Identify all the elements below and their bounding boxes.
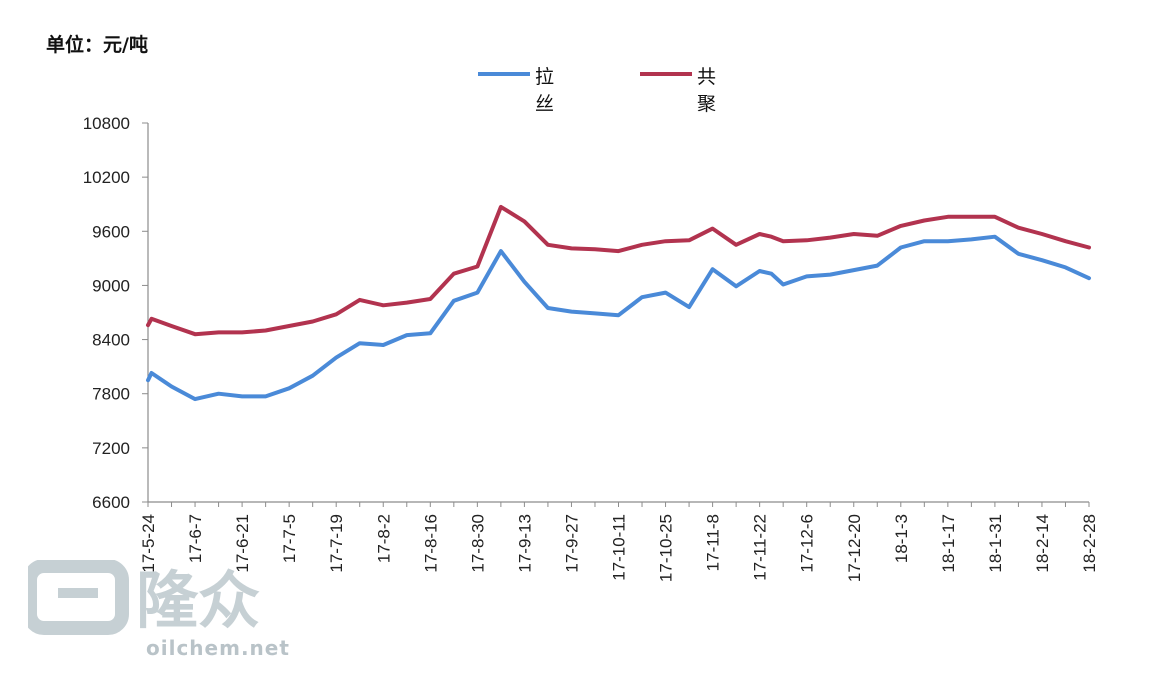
y-tick-label: 7800 [92, 385, 130, 404]
legend-swatch-gongju [640, 72, 692, 76]
x-tick-label: 17-12-6 [798, 514, 817, 573]
x-tick-label: 17-12-20 [845, 514, 864, 582]
unit-label: 单位：元/吨 [46, 34, 148, 56]
x-tick-label: 17-8-2 [374, 514, 393, 563]
x-tick-label: 18-2-28 [1080, 514, 1099, 573]
y-tick-label: 8400 [92, 331, 130, 350]
x-tick-label: 17-11-8 [704, 514, 723, 571]
x-tick-label: 17-8-30 [468, 514, 487, 573]
x-tick-label: 17-9-27 [562, 514, 581, 573]
legend-label-lasi: 拉丝 [535, 66, 555, 115]
series-line-gongju [146, 204, 1091, 337]
y-tick-label: 10800 [83, 114, 130, 133]
y-tick-label: 10200 [83, 168, 130, 187]
x-tick-label: 18-2-14 [1033, 514, 1052, 573]
x-tick-label: 17-7-19 [327, 514, 346, 573]
x-tick-label: 17-9-13 [515, 514, 534, 573]
legend-label-gongju: 共聚 [697, 66, 717, 115]
x-tick-label: 18-1-31 [986, 514, 1005, 573]
x-tick-label: 17-11-22 [751, 514, 770, 581]
x-tick-label: 17-7-5 [280, 514, 299, 563]
x-tick-label: 18-1-3 [892, 514, 911, 563]
x-tick-label: 18-1-17 [939, 514, 958, 573]
y-tick-label: 7200 [92, 439, 130, 458]
y-tick-label: 9600 [92, 222, 130, 241]
x-tick-label: 17-5-24 [139, 514, 158, 573]
watermark-text: oilchem.net [146, 636, 290, 660]
x-tick-label: 17-6-7 [186, 514, 205, 563]
x-tick-label: 17-10-25 [657, 514, 676, 582]
x-tick-label: 17-6-21 [233, 514, 252, 573]
oilchem-logo: 隆众 [28, 560, 260, 637]
legend-swatch-lasi [478, 72, 530, 76]
x-tick-label: 17-10-11 [610, 514, 629, 581]
y-tick-label: 6600 [92, 493, 130, 512]
logo-brand-text: 隆众 [136, 564, 260, 637]
x-tick-label: 17-8-16 [421, 514, 440, 573]
series-line-lasi [146, 234, 1091, 402]
y-tick-label: 9000 [92, 276, 130, 295]
